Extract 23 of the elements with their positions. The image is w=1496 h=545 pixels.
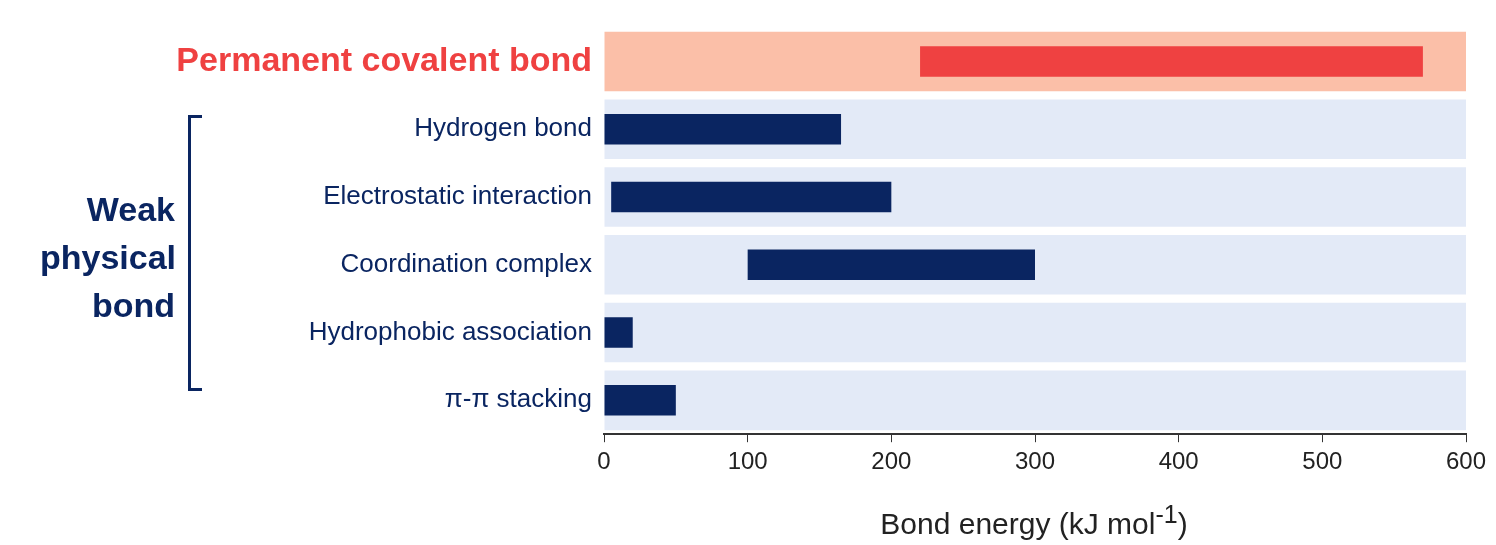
x-tick-label: 300 xyxy=(1014,447,1056,475)
x-tick-label: 500 xyxy=(1302,447,1343,475)
bar xyxy=(604,317,633,348)
y-tick-label: Permanent covalent bond xyxy=(176,39,592,78)
x-tick-label: 600 xyxy=(1445,447,1487,475)
y-tick-label: π-π stacking xyxy=(444,383,592,414)
bar xyxy=(604,302,1466,363)
x-tick-label: 0 xyxy=(597,447,611,475)
bar xyxy=(920,46,1423,77)
y-tick-label: Coordination complex xyxy=(340,247,592,278)
bar xyxy=(604,370,1466,431)
y-tick-label: Hydrophobic association xyxy=(308,315,592,346)
x-axis-title: Bond energy (kJ mol$^{-1}$) xyxy=(879,500,1189,541)
x-tick-label: 400 xyxy=(1158,447,1199,475)
bar xyxy=(747,249,1035,281)
y-tick-label: Hydrogen bond xyxy=(414,112,592,143)
x-tick-label: 200 xyxy=(871,447,912,475)
y-tick-label: Electrostatic interaction xyxy=(323,180,592,211)
bar xyxy=(604,114,842,145)
bar xyxy=(611,181,892,213)
text: Weak physical bond xyxy=(40,189,177,326)
x-tick-label: 100 xyxy=(727,447,768,475)
bar xyxy=(604,385,676,416)
